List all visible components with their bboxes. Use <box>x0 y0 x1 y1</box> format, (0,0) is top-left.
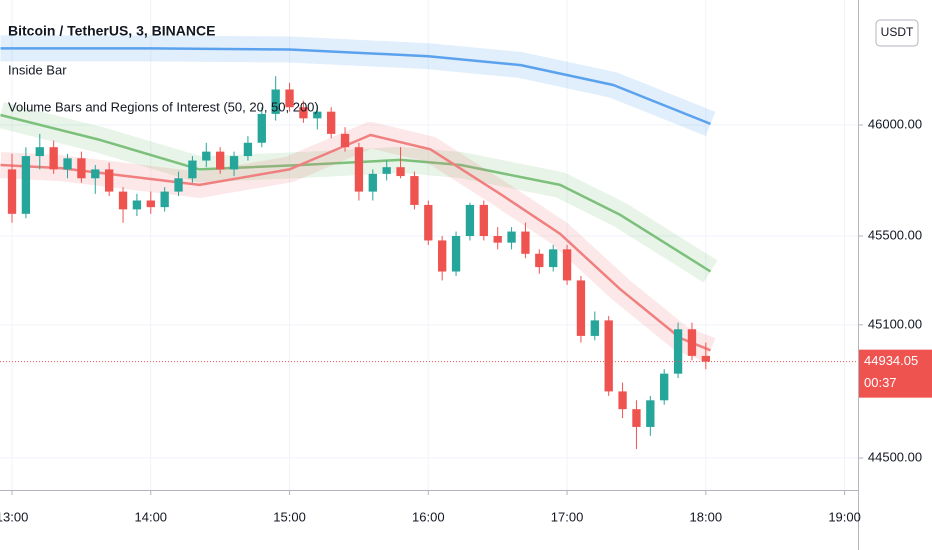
candle-body <box>104 169 114 192</box>
x-tick-label: 14:00 <box>135 509 168 524</box>
currency-badge[interactable] <box>875 19 919 47</box>
candle-body <box>701 355 710 362</box>
candle-body <box>188 160 197 179</box>
candle-body <box>451 236 461 272</box>
candle-body <box>174 178 183 192</box>
x-tick-label: 16:00 <box>412 509 445 524</box>
candle-body <box>118 191 128 210</box>
candle-body <box>216 151 225 170</box>
candle-body <box>299 107 308 119</box>
candle-body <box>493 236 502 243</box>
candle-body <box>91 169 100 179</box>
candle-body <box>479 204 488 237</box>
indicator-label: Inside Bar <box>8 62 67 77</box>
candle-body <box>535 253 544 268</box>
candle-body <box>63 158 72 170</box>
x-tick-label: 17:00 <box>551 509 584 524</box>
candle-body <box>549 249 558 268</box>
candle-body <box>368 173 377 192</box>
y-tick-label: 44500.00 <box>868 449 922 464</box>
candle-body <box>146 200 155 208</box>
countdown-label: 00:37 <box>864 375 897 390</box>
last-price-label: 44934.05 <box>864 353 918 368</box>
x-tick-label: 15:00 <box>273 509 306 524</box>
y-tick-label: 46000.00 <box>868 116 922 131</box>
candle-body <box>229 156 239 170</box>
candle-body <box>410 176 419 205</box>
candle-body <box>590 320 599 336</box>
candle-body <box>7 169 17 214</box>
x-tick-label: 19:00 <box>828 509 861 524</box>
candle-body <box>354 147 364 192</box>
candle-body <box>646 400 655 427</box>
candle-body <box>77 158 86 179</box>
candle-body <box>673 329 683 374</box>
candle-body <box>438 240 447 272</box>
candle-body <box>160 191 169 208</box>
currency-label[interactable]: USDT <box>881 25 914 39</box>
x-tick-label: 13:00 <box>0 509 28 524</box>
candle-body <box>382 167 391 174</box>
candle-body <box>257 113 266 143</box>
indicator-label: Volume Bars and Regions of Interest (50,… <box>8 99 319 114</box>
candle-body <box>313 111 322 119</box>
candle-body <box>340 133 350 148</box>
indicator-lines <box>0 35 718 363</box>
candle-body <box>562 249 572 281</box>
symbol-title: Bitcoin / TetherUS, 3, BINANCE <box>8 23 215 39</box>
candle-body <box>507 231 516 243</box>
candle-body <box>285 89 294 108</box>
axes: 44500.00 45100.00 45500.00 46000.00 13:00 14:… <box>0 116 932 524</box>
candle-body <box>243 142 253 157</box>
candle-body <box>271 89 280 114</box>
indicator-line <box>0 47 711 126</box>
candle-body <box>660 373 669 401</box>
candle-body <box>327 111 336 134</box>
candle-body <box>576 280 586 336</box>
candle-body <box>424 204 433 241</box>
candles <box>0 76 858 450</box>
candle-body <box>202 151 211 161</box>
candle-body <box>632 409 641 427</box>
candle-body <box>618 391 627 410</box>
candle-body <box>21 156 31 214</box>
y-tick-label: 45100.00 <box>868 316 922 331</box>
candle-body <box>49 147 58 170</box>
candle-body <box>132 200 142 210</box>
y-tick-label: 45500.00 <box>868 227 922 242</box>
candle-body <box>35 147 44 157</box>
candle-body <box>396 167 405 177</box>
candle-body <box>465 204 475 237</box>
candle-body <box>687 329 697 356</box>
candle-body <box>521 231 530 254</box>
x-tick-label: 18:00 <box>690 509 723 524</box>
indicator-line <box>0 133 711 352</box>
last-price-box <box>859 349 932 398</box>
grid <box>0 0 858 490</box>
candle-body <box>604 320 613 392</box>
